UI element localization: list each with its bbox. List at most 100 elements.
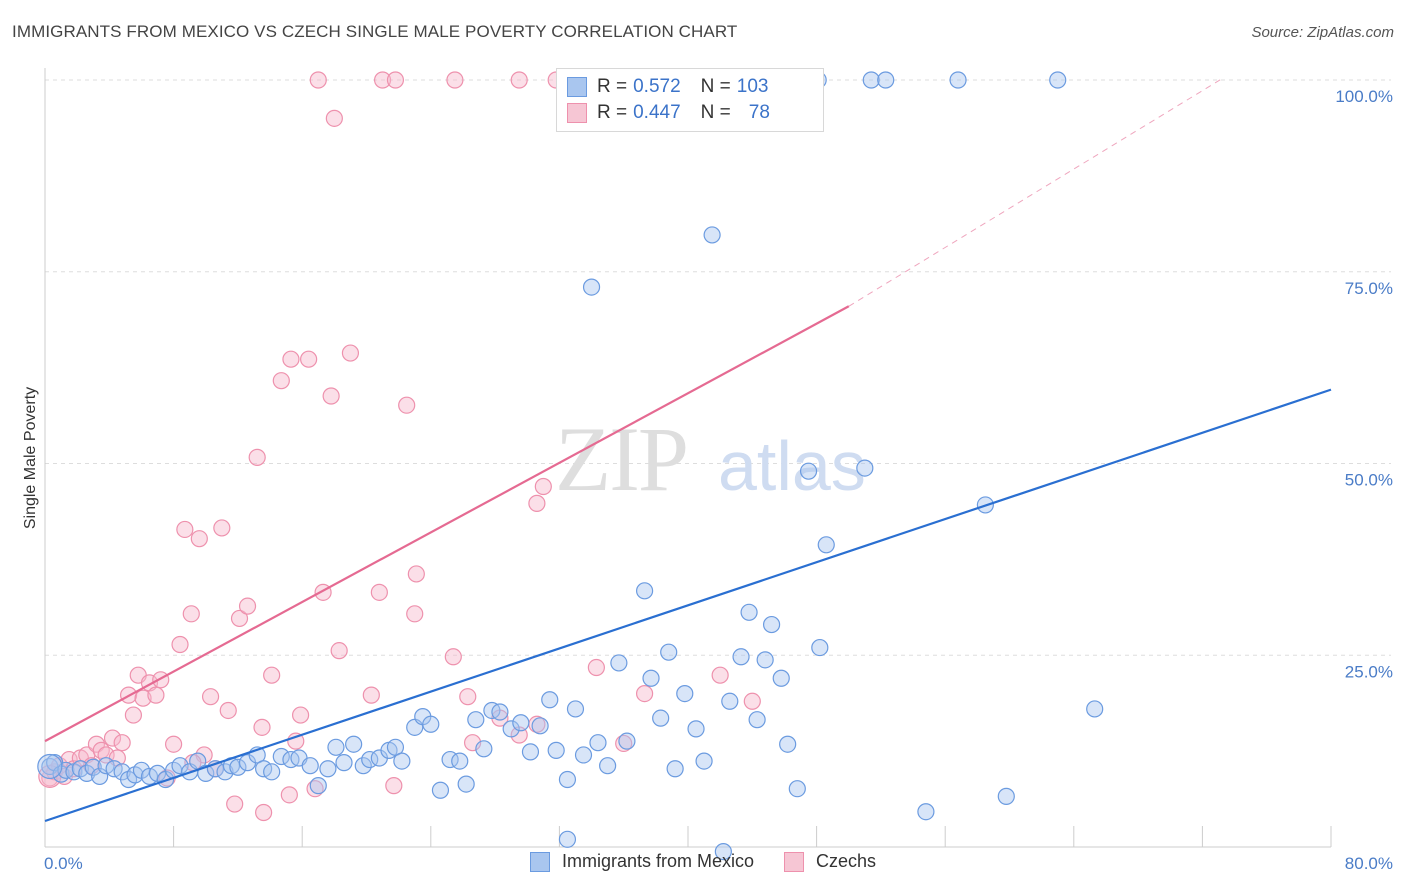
mexico-point: [762, 615, 781, 634]
czechs-point: [291, 706, 310, 724]
czechs-point: [407, 565, 425, 583]
watermark: ZIP atlas: [555, 408, 866, 510]
czechs-point: [253, 718, 271, 736]
czechs-point: [171, 635, 189, 654]
czechs-point: [444, 648, 462, 666]
legend-label-czechs: Czechs: [816, 851, 877, 871]
czechs-point: [587, 658, 605, 677]
mexico-point: [666, 760, 684, 778]
mexico-point: [589, 734, 607, 752]
czechs-point: [386, 71, 405, 89]
czechs-point: [370, 583, 388, 601]
czechs-point: [510, 71, 528, 89]
mexico-point: [756, 651, 774, 669]
mexico-point: [610, 654, 628, 672]
mexico-point: [319, 760, 337, 778]
mexico-point: [877, 71, 895, 89]
czechs-point: [190, 530, 208, 548]
mexico-point: [703, 226, 721, 244]
legend-r-value: 0.572: [633, 76, 681, 97]
mexico-point: [263, 763, 281, 781]
legend-swatch-czechs: [567, 103, 587, 123]
czechs-point: [176, 520, 194, 539]
czechs-point: [92, 741, 110, 759]
czechs-point: [406, 605, 424, 623]
mexico-point: [997, 787, 1015, 805]
trend-lines: [44, 78, 1332, 823]
mexico-point: [558, 770, 577, 789]
x-tick-label: 0.0%: [44, 854, 83, 873]
mexico-point: [547, 741, 565, 759]
czechs-point: [635, 684, 654, 703]
czechs-point: [219, 701, 237, 720]
y-tick-label: 100.0%: [1335, 87, 1393, 106]
czechs-point: [373, 71, 392, 89]
czechs-point: [134, 689, 152, 707]
mexico-point: [799, 462, 818, 480]
legend-label-mexico: Immigrants from Mexico: [561, 851, 754, 871]
mexico-point: [618, 732, 636, 750]
legend-swatch-mexico: [567, 77, 587, 97]
y-tick-label: 75.0%: [1345, 279, 1393, 298]
czechs-point: [282, 350, 300, 368]
mexico-point: [502, 720, 520, 738]
czechs-point: [230, 609, 249, 628]
mexico-point: [582, 278, 601, 296]
legend-n-value: 78: [748, 102, 770, 123]
mexico-point: [457, 775, 475, 793]
mexico-point: [301, 757, 319, 775]
mexico-point: [467, 711, 485, 729]
watermark-atlas: atlas: [718, 427, 866, 505]
mexico-point: [345, 735, 363, 753]
mexico-point: [652, 709, 670, 727]
y-tick-label: 25.0%: [1345, 662, 1393, 681]
y-axis-label: Single Male Poverty: [22, 387, 39, 529]
legend-r-label: R =: [597, 76, 628, 97]
mexico-point: [660, 643, 678, 661]
legend-r-value: 0.447: [633, 102, 681, 123]
stats-legend: R = 0.572 N = 103 R = 0.447 N = 78: [556, 68, 824, 132]
mexico-point: [431, 781, 450, 799]
mexico-point: [37, 753, 63, 780]
mexico-point: [811, 638, 829, 657]
legend-swatch-czechs: [784, 851, 804, 872]
mexico-point: [84, 758, 102, 776]
czechs-point: [300, 350, 318, 368]
czechs-point: [255, 803, 273, 822]
mexico-point: [451, 752, 469, 770]
czechs-point: [124, 706, 143, 724]
czechs-point: [113, 734, 131, 752]
czechs-point: [263, 666, 281, 684]
mexico-point: [422, 715, 440, 733]
mexico-point: [78, 764, 96, 782]
mexico-point: [558, 830, 577, 848]
mexico-point: [917, 803, 935, 821]
czechs-point: [398, 396, 416, 414]
mexico-trend-line: [44, 388, 1332, 823]
chart-title: IMMIGRANTS FROM MEXICO VS CZECH SINGLE M…: [12, 22, 738, 41]
legend-row-mexico: R = 0.572 N = 103: [567, 75, 768, 99]
czechs-point: [238, 597, 257, 615]
mexico-point: [566, 700, 585, 718]
grid-lines: [45, 79, 1391, 656]
series-mexico: [37, 71, 1104, 861]
czechs-point: [152, 671, 170, 689]
czechs-point: [280, 786, 298, 804]
mexico-point: [1049, 71, 1067, 89]
czechs-point: [534, 477, 552, 496]
czechs-point: [103, 729, 122, 747]
mexico-point: [335, 754, 353, 772]
czechs-point: [459, 688, 477, 706]
mexico-point: [521, 743, 540, 761]
source-label: Source: ZipAtlas.com: [1251, 24, 1394, 41]
legend-r-label: R =: [597, 102, 628, 123]
legend-n-label: N =: [700, 102, 731, 123]
czechs-point: [201, 688, 220, 706]
czechs-point: [385, 777, 403, 795]
mexico-point: [687, 720, 705, 738]
mexico-point: [788, 780, 806, 798]
legend-row-czechs: R = 0.447 N = 78: [567, 101, 770, 125]
czechs-point: [322, 387, 340, 405]
czechs-point: [711, 666, 729, 684]
